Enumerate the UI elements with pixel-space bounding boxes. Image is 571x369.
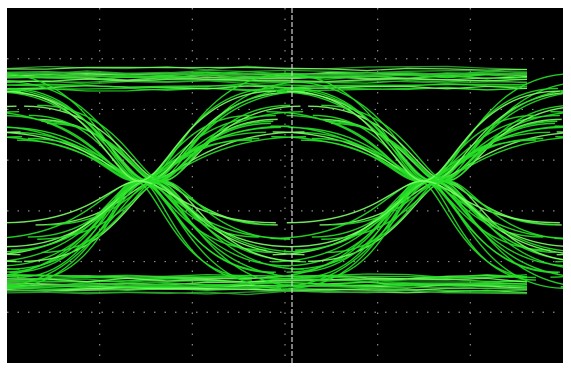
eye-trace-low xyxy=(7,284,528,289)
eye-trace-high xyxy=(7,79,528,84)
eye-traces xyxy=(7,65,563,296)
eye-trace-high xyxy=(7,69,528,75)
eye-trace-high xyxy=(7,83,528,89)
oscilloscope-screen xyxy=(7,8,563,363)
eye-diagram-display xyxy=(7,8,563,363)
eye-transition-rising xyxy=(286,90,560,224)
eye-trace-low xyxy=(7,289,528,295)
eye-trace-high xyxy=(7,72,528,77)
eye-transition-rising xyxy=(7,90,276,224)
eye-transition-rising xyxy=(321,105,563,240)
eye-trace-high xyxy=(7,78,528,83)
eye-transition-rising xyxy=(37,104,291,240)
eye-trace-high xyxy=(7,66,528,72)
eye-trace-low xyxy=(7,287,528,292)
eye-trace-low xyxy=(7,273,528,279)
eye-trace-high xyxy=(7,79,528,85)
